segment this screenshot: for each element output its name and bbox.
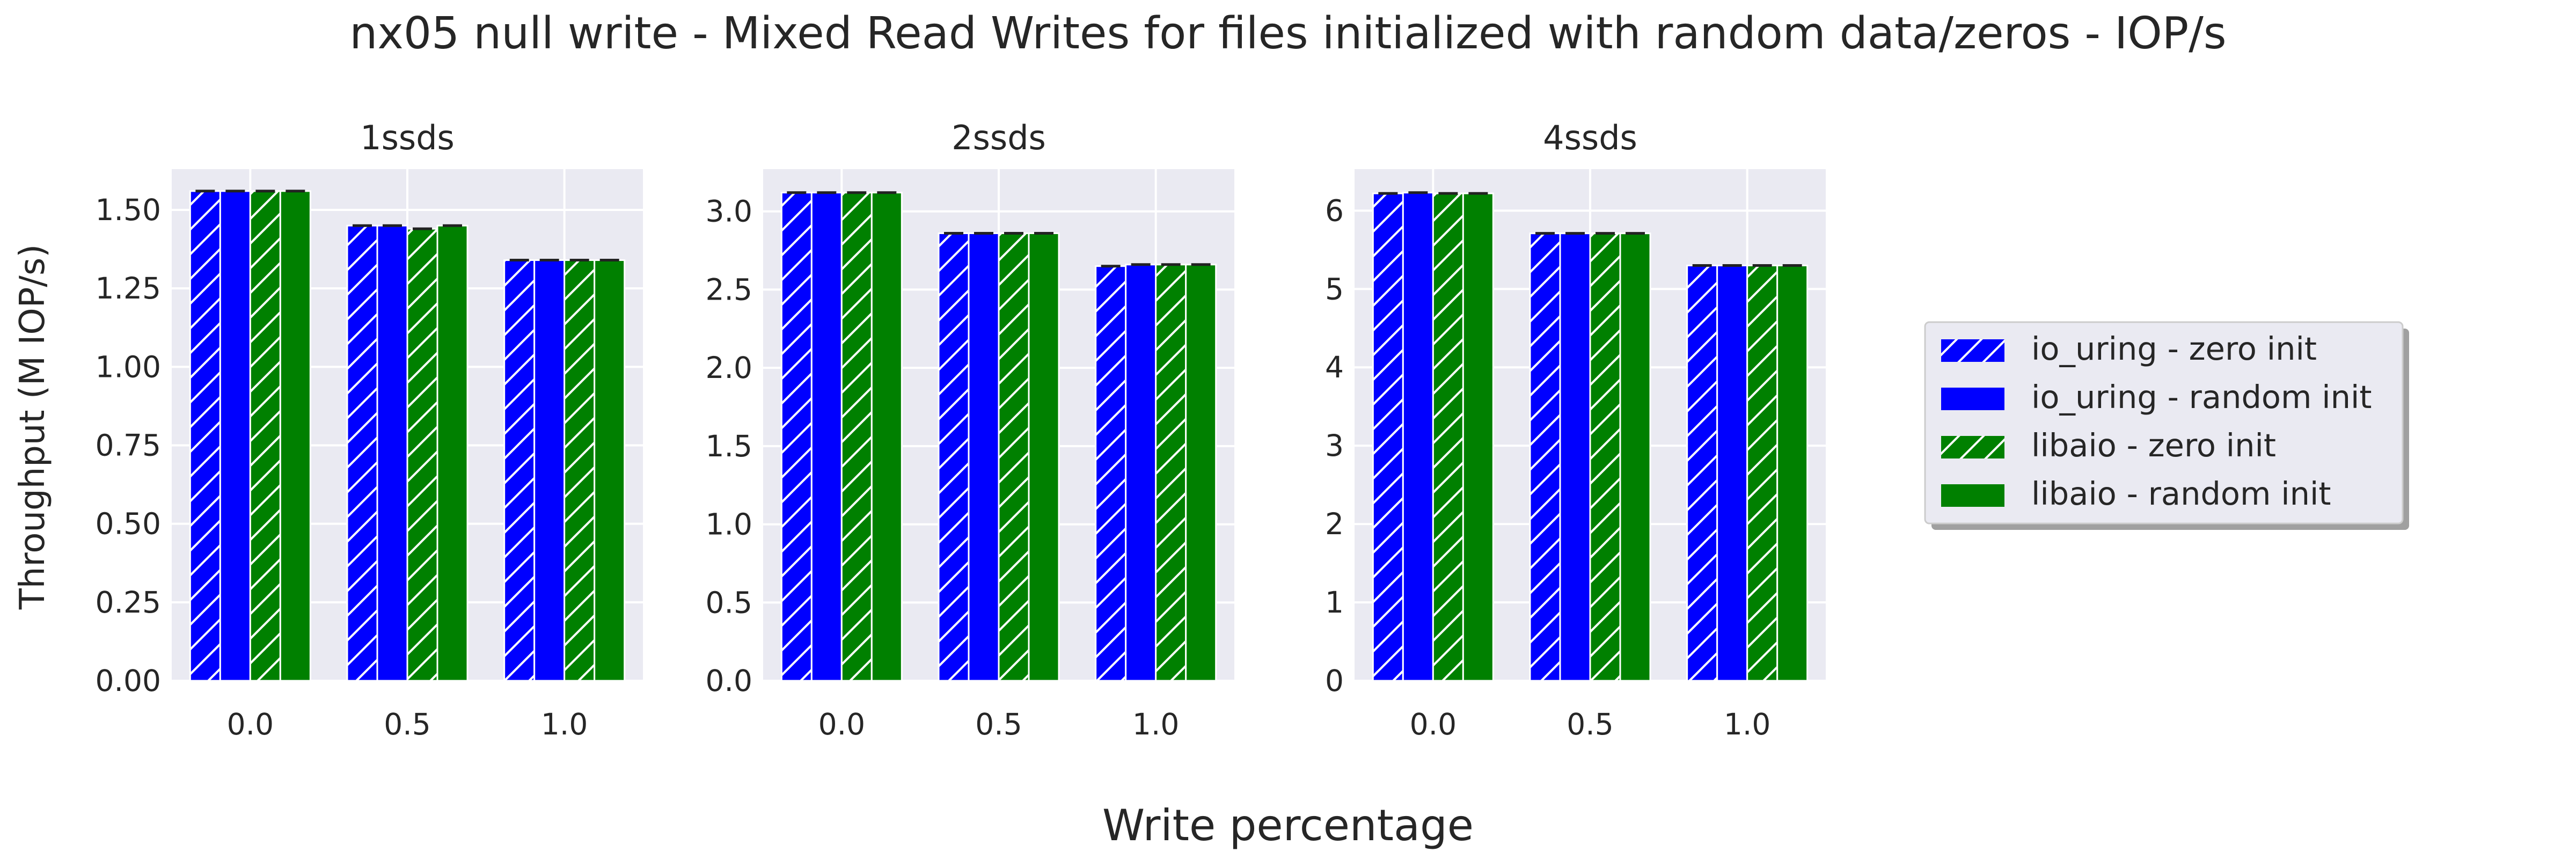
y-tick-label: 6	[1325, 193, 1344, 228]
y-tick-label: 0.5	[706, 585, 752, 620]
bar	[279, 190, 311, 682]
legend-item: libaio - zero init	[1941, 427, 2276, 464]
x-tick-label: 0.0	[227, 707, 274, 741]
bar-hatch	[1155, 264, 1186, 681]
bar-hatch	[347, 225, 377, 681]
y-tick-label: 2	[1325, 507, 1344, 541]
bar-hatch	[250, 191, 281, 681]
x-tick-label: 0.5	[1567, 707, 1613, 741]
bar-hatch	[1530, 233, 1560, 681]
chart-panel-1ssds: 0.00 0.25 0.50 0.75 1.00 1.25 1.50 0.0 0.5 1.0 1ss…	[96, 118, 643, 741]
y-axis-label: Throughput (M IOP/s)	[13, 244, 53, 610]
subplot-title: 1ssds	[360, 118, 455, 157]
bar	[1619, 232, 1651, 682]
bar-hatch	[1687, 265, 1717, 681]
bar	[968, 232, 1000, 682]
bar	[1776, 265, 1809, 682]
legend-label: io_uring - random init	[2031, 378, 2372, 416]
x-tick-label: 1.0	[1132, 707, 1179, 741]
bar	[810, 192, 843, 682]
y-tick-label: 1.0	[706, 507, 752, 542]
chart-panel-4ssds: 0 1 2 3 4 5 6 0.0 0.5 1.0 4ssds	[1325, 118, 1826, 741]
bar	[1402, 192, 1434, 682]
bar-hatch	[999, 233, 1029, 681]
legend: io_uring - zero init io_uring - random in…	[1924, 321, 2409, 530]
x-axis-label: Write percentage	[1102, 800, 1474, 850]
y-tick-label: 0.25	[96, 585, 161, 620]
legend-swatch	[1941, 388, 2004, 410]
bar	[870, 192, 903, 682]
figure-title: nx05 null write - Mixed Read Writes for …	[349, 8, 2226, 59]
bar	[219, 190, 251, 682]
bar	[436, 224, 469, 682]
y-tick-label: 4	[1325, 350, 1344, 384]
bar	[376, 224, 408, 682]
chart-panel-2ssds: 0.0 0.5 1.0 1.5 2.0 2.5 3.0 0.0 0.5 1.0 2ssds	[706, 118, 1234, 741]
legend-swatch-hatch	[1941, 339, 2004, 362]
bar-hatch	[841, 192, 872, 681]
bar-hatch	[1095, 266, 1126, 681]
y-tick-label: 0	[1325, 664, 1344, 698]
bar	[1559, 232, 1591, 682]
chart-panels: 0.000.250.500.751.001.251.500.0 0.5 1.01ss…	[96, 118, 1826, 741]
bar-hatch	[1373, 193, 1403, 681]
y-tick-label: 3.0	[706, 194, 752, 229]
legend-swatch	[1941, 484, 2004, 507]
bar	[1716, 265, 1748, 682]
y-tick-label: 0.50	[96, 507, 161, 541]
y-tick-label: 1.5	[706, 429, 752, 463]
subplot-title: 2ssds	[952, 118, 1046, 157]
x-tick-label: 0.0	[1410, 707, 1457, 741]
y-tick-label: 1	[1325, 585, 1344, 620]
bar	[1462, 192, 1494, 682]
legend-swatch-hatch	[1941, 436, 2004, 458]
bar-hatch	[407, 229, 437, 681]
y-tick-label: 2.0	[706, 351, 752, 385]
bar-hatch	[1747, 265, 1777, 681]
legend-items: io_uring - zero init io_uring - random in…	[1941, 330, 2372, 512]
bar-hatch	[564, 260, 595, 681]
x-tick-label: 0.0	[818, 707, 865, 741]
y-tick-label: 3	[1325, 428, 1344, 463]
subplot-title: 4ssds	[1543, 118, 1637, 157]
legend-item: io_uring - zero init	[1941, 330, 2317, 367]
legend-frame	[1924, 321, 2404, 525]
bar-hatch	[939, 233, 969, 681]
x-tick-label: 0.5	[384, 707, 430, 741]
bar-hatch	[1590, 233, 1620, 681]
y-tick-label: 0.0	[706, 664, 752, 698]
y-tick-label: 2.5	[706, 272, 752, 307]
y-tick-label: 0.00	[96, 664, 161, 698]
x-tick-label: 1.0	[541, 707, 588, 741]
legend-item: io_uring - random init	[1941, 378, 2372, 416]
bar-hatch	[781, 192, 812, 681]
bar	[533, 259, 566, 682]
bar	[1185, 264, 1217, 682]
legend-item: libaio - random init	[1941, 475, 2331, 512]
legend-label: libaio - zero init	[2031, 427, 2276, 464]
bar-hatch	[504, 260, 535, 681]
x-tick-label: 1.0	[1724, 707, 1770, 741]
y-tick-label: 5	[1325, 272, 1344, 306]
bar	[1125, 264, 1157, 682]
y-tick-label: 0.75	[96, 428, 161, 463]
y-tick-label: 1.00	[96, 350, 161, 384]
bar-hatch	[1433, 193, 1463, 681]
bar	[594, 259, 626, 682]
y-tick-label: 1.25	[96, 271, 161, 305]
legend-label: libaio - random init	[2031, 475, 2331, 512]
y-tick-label: 1.50	[96, 193, 161, 227]
bar	[1028, 232, 1060, 682]
x-tick-label: 0.5	[975, 707, 1022, 741]
bar-hatch	[190, 191, 221, 681]
legend-label: io_uring - zero init	[2031, 330, 2317, 367]
